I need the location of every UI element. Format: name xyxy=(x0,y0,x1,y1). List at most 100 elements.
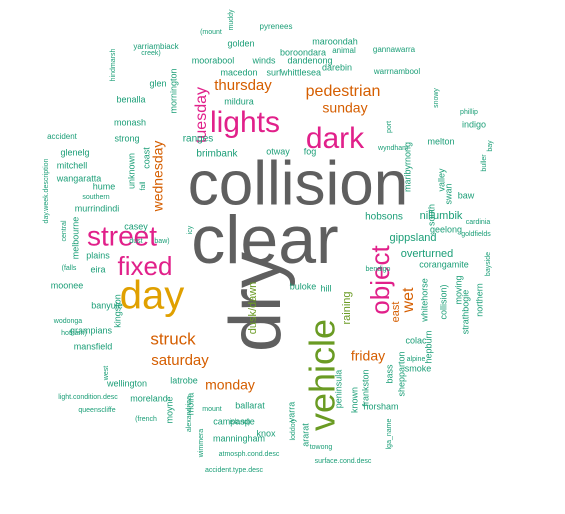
word-gippsland: gippsland xyxy=(389,232,436,244)
word-pyrenees: pyrenees xyxy=(260,22,293,31)
word-maribyrnong: maribyrnong xyxy=(402,142,412,192)
word-smoke: smoke xyxy=(405,363,432,373)
word-eira: eira xyxy=(90,264,105,274)
word-shepparton: shepparton xyxy=(396,351,406,396)
word-murrindindi: murrindindi xyxy=(75,203,120,213)
word-hill: hill xyxy=(320,283,331,293)
word-goldfields: goldfields xyxy=(461,231,491,238)
word-mitchell: mitchell xyxy=(57,160,88,170)
word-lga-name: lga_name xyxy=(386,419,393,450)
word-whittlesea: whittlesea xyxy=(280,67,321,77)
word-ballarat: ballarat xyxy=(235,400,265,410)
word-pedestrian: pedestrian xyxy=(306,83,381,100)
word-moorabool: moorabool xyxy=(192,55,235,65)
word-strathbogie: strathbogie xyxy=(460,290,470,335)
word-collision: collision xyxy=(188,149,409,218)
word-hobsons: hobsons xyxy=(365,212,403,223)
word-towong: towong xyxy=(310,444,333,451)
word-day-week-description: day.week.description xyxy=(43,158,50,223)
word-boroondara: boroondara xyxy=(280,47,326,57)
word-macedon: macedon xyxy=(220,67,257,77)
word-vehicle: vehicle xyxy=(302,319,343,431)
word-peninsula: peninsula xyxy=(333,370,343,409)
word-lights: lights xyxy=(210,106,280,139)
word-mornington: mornington xyxy=(168,68,178,113)
word-dandenong: dandenong xyxy=(287,55,332,65)
word-mansfield: mansfield xyxy=(74,341,113,351)
word-strong: strong xyxy=(114,133,139,143)
word-day: day xyxy=(120,274,185,318)
word-colac: colac xyxy=(405,335,427,345)
word-knox: knox xyxy=(256,428,276,438)
word-wellington: wellington xyxy=(106,378,147,388)
word-icy: icy xyxy=(187,225,194,234)
word-moira: moira xyxy=(185,393,195,416)
word-bay: bay xyxy=(487,140,494,152)
word-saturday: saturday xyxy=(151,352,209,369)
word-golden: golden xyxy=(227,38,254,48)
word-benalla: benalla xyxy=(116,94,145,104)
word-accident: accident xyxy=(47,132,78,141)
word-glenelg: glenelg xyxy=(60,147,89,157)
word-darebin: darebin xyxy=(322,62,352,72)
word-clear: clear xyxy=(191,202,338,278)
word-sunday: sunday xyxy=(322,100,367,116)
word-tuesday: tuesday xyxy=(193,87,210,143)
word-otway: otway xyxy=(266,146,290,156)
word-ranges: ranges xyxy=(183,134,214,145)
word-wednesday: wednesday xyxy=(150,141,166,213)
word-accident-type-desc: accident.type.desc xyxy=(205,467,263,474)
word-moving: moving xyxy=(453,275,463,304)
word-casey: casey xyxy=(124,221,148,231)
word-southern: southern xyxy=(82,194,109,201)
word-animal: animal xyxy=(332,46,356,55)
word-central: central xyxy=(61,220,68,241)
word-street: street xyxy=(87,220,157,251)
word-warrnambool: warrnambool xyxy=(373,67,420,76)
word-banyule: banyule xyxy=(91,300,123,310)
word-light-condition-desc: light.condition.desc xyxy=(58,394,118,401)
word-loddon: loddon xyxy=(290,419,297,440)
word-yarriambiack: yarriambiack xyxy=(133,42,179,51)
word-maroondah: maroondah xyxy=(312,36,358,46)
word-buloke: buloke xyxy=(290,281,317,291)
word-mount: (mount xyxy=(200,29,222,36)
word-cardinia: cardinia xyxy=(466,219,491,226)
word-mount: mount xyxy=(202,406,222,413)
word-object: object xyxy=(365,245,395,315)
word-corangamite: corangamite xyxy=(419,259,469,269)
word-queenscliffe: queenscliffe xyxy=(78,407,115,414)
word-hume: hume xyxy=(93,181,116,191)
word-yarra: yarra xyxy=(286,402,296,423)
word-melton: melton xyxy=(427,136,454,146)
word-hotham: hotham) xyxy=(61,330,87,337)
word-phillip: phillip xyxy=(460,109,478,116)
word-bendigo: bendigo xyxy=(366,266,391,273)
word-bass: bass xyxy=(384,364,394,384)
word-glen: glen xyxy=(149,78,166,88)
word-surface-cond-desc: surface.cond.desc xyxy=(315,458,372,465)
word-coast: coast xyxy=(141,147,151,169)
word-horsham: horsham xyxy=(363,401,398,411)
word-wangaratta: wangaratta xyxy=(56,173,102,183)
word-monday: monday xyxy=(205,377,255,393)
word-nillumbik: nillumbik xyxy=(420,210,463,222)
word-dusk-dawn: dusk/dawn xyxy=(247,282,259,335)
word-muddy: muddy xyxy=(228,9,235,31)
word-plains: plains xyxy=(86,250,110,260)
word-campaspe: campaspe xyxy=(213,416,255,426)
word-fall: fall xyxy=(140,181,147,190)
word-unknown: unknown xyxy=(126,153,136,189)
word-latrobe: latrobe xyxy=(170,375,198,385)
word-baw: baw xyxy=(458,190,475,200)
word-hindmarsh: hindmarsh xyxy=(110,49,117,82)
word-island: island) xyxy=(230,419,251,426)
word-french: (french xyxy=(135,416,157,423)
word-mildura: mildura xyxy=(224,96,254,106)
word-fixed: fixed xyxy=(118,251,173,281)
word-struck: struck xyxy=(150,329,196,348)
word-swan: swan xyxy=(443,183,453,204)
word-grampians: grampians xyxy=(70,325,113,335)
